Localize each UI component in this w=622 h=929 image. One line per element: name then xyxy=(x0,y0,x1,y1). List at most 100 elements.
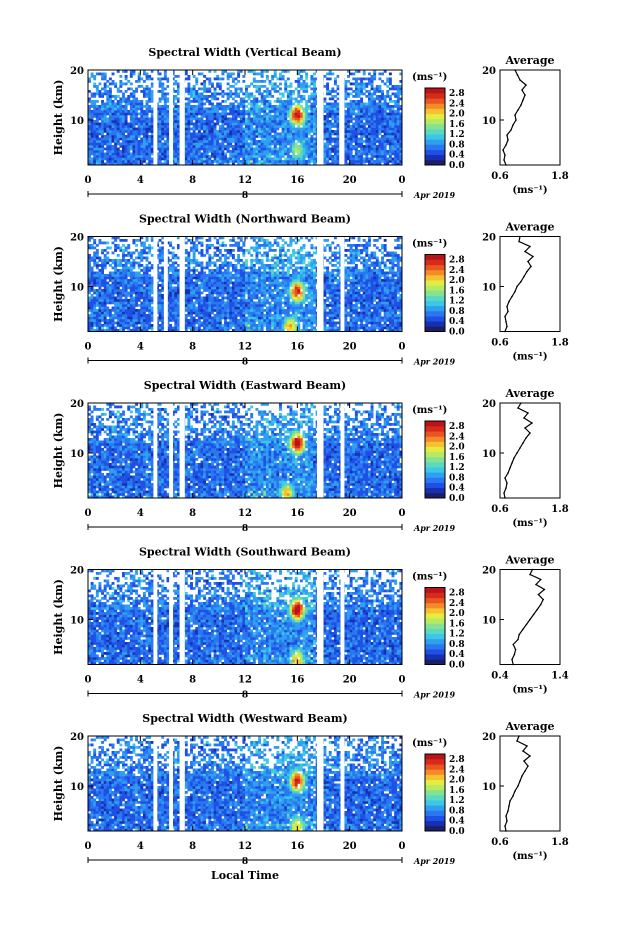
heatmap-cell xyxy=(176,326,180,330)
heatmap-cell xyxy=(208,160,212,163)
heatmap-cell xyxy=(349,92,353,96)
heatmap-cell xyxy=(328,97,332,101)
heatmap-cell xyxy=(148,157,152,161)
heatmap-cell xyxy=(122,281,125,285)
heatmap-cell xyxy=(114,236,118,240)
heatmap-cell xyxy=(299,77,303,81)
heatmap-cell xyxy=(216,107,220,111)
heatmap-cell xyxy=(255,112,259,116)
heatmap-cell xyxy=(271,150,275,153)
heatmap-cell xyxy=(208,80,212,83)
heatmap-cell xyxy=(129,132,133,136)
heatmap-cell xyxy=(365,140,369,143)
heatmap-cell xyxy=(203,120,207,123)
heatmap-cell xyxy=(156,309,159,312)
heatmap-cell xyxy=(95,326,99,330)
heatmap-cell xyxy=(161,92,165,96)
heatmap-cell xyxy=(250,112,254,116)
heatmap-cell xyxy=(103,276,107,280)
heatmap-cell xyxy=(216,75,220,78)
heatmap-cell xyxy=(116,259,120,262)
heatmap-cell xyxy=(208,137,212,141)
heatmap-cell xyxy=(216,112,220,116)
heatmap-cell xyxy=(192,269,196,272)
heatmap-cell xyxy=(328,125,332,128)
heatmap-cell xyxy=(124,77,128,81)
heatmap-cell xyxy=(255,130,259,133)
heatmap-cell xyxy=(331,105,335,108)
heatmap-cell xyxy=(140,130,144,133)
heatmap-cell xyxy=(161,95,165,98)
heatmap-cell xyxy=(129,276,133,280)
heatmap-cell xyxy=(184,296,188,300)
heatmap-cell xyxy=(132,102,136,106)
heatmap-cell xyxy=(197,137,201,141)
heatmap-cell xyxy=(399,90,403,93)
heatmap-cell xyxy=(396,102,400,106)
heatmap-cell xyxy=(224,112,227,116)
heatmap-cell xyxy=(93,145,97,148)
heatmap-cell xyxy=(192,135,196,138)
heatmap-cell xyxy=(142,127,146,131)
heatmap-cell xyxy=(360,77,364,81)
heatmap-cell xyxy=(305,137,309,141)
heatmap-cell xyxy=(200,132,204,136)
heatmap-cell xyxy=(394,102,398,106)
heatmap-cell xyxy=(208,95,212,98)
heatmap-cell xyxy=(114,264,118,267)
heatmap-cell xyxy=(119,160,123,163)
heatmap-cell xyxy=(129,324,133,327)
heatmap-cell xyxy=(239,147,243,151)
heatmap-cell xyxy=(108,155,112,158)
heatmap-cell xyxy=(119,324,123,327)
heatmap-cell xyxy=(129,279,133,282)
heatmap-cell xyxy=(307,162,311,166)
heatmap-cell xyxy=(166,291,170,295)
heatmap-cell xyxy=(234,145,238,148)
heatmap-cell xyxy=(122,155,125,158)
heatmap-cell xyxy=(205,120,209,123)
profile-point xyxy=(515,119,517,121)
heatmap-cell xyxy=(158,107,162,111)
profile-point xyxy=(502,149,504,151)
heatmap-cell xyxy=(195,294,199,297)
heatmap-cell xyxy=(197,112,201,116)
heatmap-cell xyxy=(184,301,188,305)
heatmap-cell xyxy=(197,100,201,103)
heatmap-cell xyxy=(362,160,366,163)
heatmap-cell xyxy=(140,244,144,247)
heatmap-cell xyxy=(370,140,374,143)
heatmap-cell xyxy=(129,329,133,332)
heatmap-cell xyxy=(140,316,144,320)
heatmap-cell xyxy=(231,152,235,156)
heatmap-cell xyxy=(231,105,235,108)
heatmap-cell xyxy=(122,120,125,123)
heatmap-cell xyxy=(142,80,146,83)
heatmap-cell xyxy=(101,304,104,307)
heatmap-cell xyxy=(263,142,267,146)
heatmap-cell xyxy=(150,309,154,312)
heatmap-cell xyxy=(299,127,303,131)
heatmap-cell xyxy=(313,95,316,98)
heatmap-cell xyxy=(129,95,133,98)
heatmap-cell xyxy=(176,105,180,108)
heatmap-cell xyxy=(124,145,128,148)
heatmap-cell xyxy=(158,147,162,151)
heatmap-cell xyxy=(394,95,398,98)
heatmap-cell xyxy=(156,107,159,111)
heatmap-cell xyxy=(239,127,243,131)
heatmap-cell xyxy=(148,319,152,322)
heatmap-cell xyxy=(200,97,204,101)
heatmap-cell xyxy=(229,150,233,153)
heatmap-cell xyxy=(239,112,243,116)
heatmap-cell xyxy=(354,87,358,91)
heatmap-cell xyxy=(213,152,217,156)
heatmap-cell xyxy=(326,137,330,141)
heatmap-cell xyxy=(365,137,369,141)
heatmap-cell xyxy=(88,324,91,327)
heatmap-cell xyxy=(176,132,180,136)
heatmap-cell xyxy=(88,107,91,111)
heatmap-cell xyxy=(279,150,282,153)
heatmap-cell xyxy=(208,140,212,143)
heatmap-cell xyxy=(108,87,112,91)
